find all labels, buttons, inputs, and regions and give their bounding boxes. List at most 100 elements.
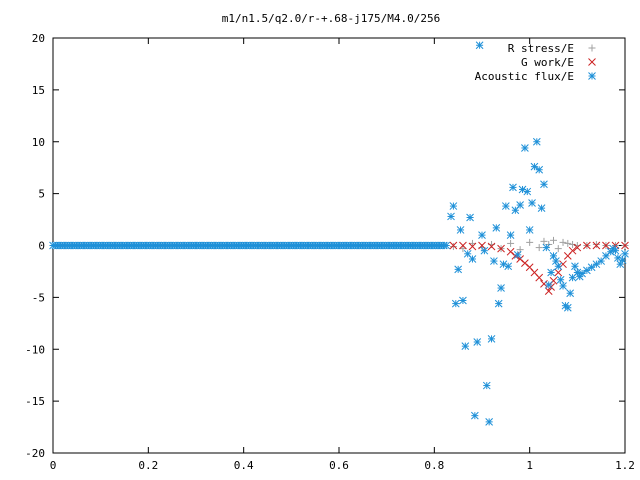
data-point <box>537 204 546 213</box>
data-point <box>540 280 548 288</box>
x-tick-label: 0 <box>50 459 57 472</box>
data-point <box>475 41 484 50</box>
data-point <box>487 242 496 251</box>
data-point <box>550 236 557 244</box>
data-point <box>516 201 524 209</box>
data-point <box>566 289 575 298</box>
data-point <box>554 268 563 277</box>
data-point <box>563 303 572 312</box>
x-tick-label: 0.8 <box>424 459 444 472</box>
data-point <box>583 241 591 250</box>
legend-label: Acoustic flux/E <box>475 70 574 83</box>
chart-title: m1/n1.5/q2.0/r-+.68-j175/M4.0/256 <box>222 12 441 25</box>
data-point <box>485 418 494 426</box>
data-point <box>459 241 467 250</box>
data-point <box>513 250 522 259</box>
legend-marker <box>588 44 596 52</box>
data-point <box>530 162 539 171</box>
data-point <box>497 244 505 253</box>
data-point <box>492 224 501 232</box>
data-point <box>559 238 567 246</box>
x-tick-label: 0.6 <box>329 459 349 472</box>
data-point <box>602 241 610 250</box>
data-point <box>621 249 629 258</box>
data-point <box>540 180 548 189</box>
y-tick-label: -15 <box>25 395 45 408</box>
data-point <box>497 284 505 292</box>
data-point <box>571 262 579 271</box>
series-acoustic-flux-e <box>447 41 629 426</box>
x-tick-label: 0.4 <box>234 459 254 472</box>
data-point <box>618 256 627 264</box>
data-point <box>451 299 460 308</box>
data-point <box>621 241 629 250</box>
data-point <box>535 273 544 282</box>
data-point <box>487 335 496 343</box>
data-point <box>544 287 553 296</box>
data-point <box>523 187 532 196</box>
data-point <box>447 212 455 221</box>
data-point <box>578 269 586 278</box>
x-tick-label: 0.2 <box>138 459 158 472</box>
legend-marker <box>588 72 596 80</box>
data-point <box>507 239 515 247</box>
data-point <box>501 202 510 210</box>
x-tick-label: 1.2 <box>615 459 635 472</box>
data-point <box>449 243 457 251</box>
data-point <box>525 226 534 234</box>
data-point <box>528 199 536 207</box>
data-point <box>547 268 555 277</box>
data-point <box>564 239 572 247</box>
data-point <box>504 262 513 271</box>
data-point <box>461 342 470 350</box>
y-tick-label: 5 <box>38 188 45 201</box>
data-point <box>554 245 562 253</box>
data-point <box>592 241 601 250</box>
data-point <box>544 281 553 289</box>
y-tick-label: 10 <box>32 136 45 149</box>
y-tick-label: 0 <box>38 240 45 253</box>
legend-label: G work/E <box>521 56 574 69</box>
data-point <box>449 202 458 210</box>
data-point <box>470 411 479 420</box>
data-point <box>509 183 517 192</box>
data-point <box>535 244 543 252</box>
acoustic-flux-point <box>442 241 451 250</box>
data-point <box>459 296 467 305</box>
data-point <box>506 231 515 239</box>
data-point <box>554 262 563 271</box>
data-point <box>540 237 548 245</box>
acoustic-flux-flat-points <box>49 241 451 250</box>
data-point <box>587 263 596 272</box>
y-tick-label: 20 <box>32 32 45 45</box>
legend-marker <box>588 58 596 66</box>
data-point <box>592 260 601 269</box>
y-tick-label: -10 <box>25 343 45 356</box>
data-point <box>532 137 541 146</box>
data-point <box>573 243 582 252</box>
data-point <box>459 245 467 253</box>
data-point <box>449 241 458 250</box>
data-point <box>463 249 472 258</box>
data-point <box>521 144 529 152</box>
data-point <box>568 246 577 255</box>
data-point <box>535 165 544 174</box>
data-point <box>478 231 486 239</box>
x-tick-label: 1 <box>526 459 533 472</box>
data-point <box>456 226 465 234</box>
y-tick-label: -5 <box>32 291 45 304</box>
data-point <box>468 242 477 251</box>
data-point <box>542 243 551 252</box>
data-marks <box>49 41 629 426</box>
data-point <box>526 238 534 246</box>
y-tick-label: -20 <box>25 447 45 460</box>
data-point <box>592 240 600 248</box>
y-tick-label: 15 <box>32 84 45 97</box>
data-point <box>559 282 567 290</box>
data-point <box>454 265 463 274</box>
data-point <box>468 239 476 247</box>
data-point <box>480 246 489 255</box>
data-point <box>556 275 565 284</box>
